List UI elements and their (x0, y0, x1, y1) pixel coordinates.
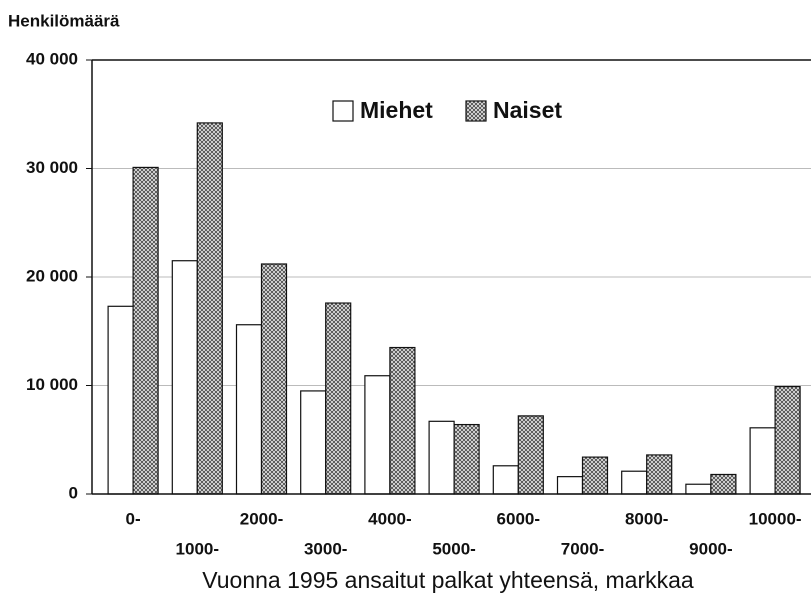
bar (260, 263, 288, 495)
bar (389, 346, 416, 495)
bar (300, 390, 327, 495)
bar (171, 260, 198, 495)
bar (235, 324, 263, 495)
x-tick-label: 0- (126, 509, 141, 528)
bar (196, 122, 223, 495)
legend-swatch (332, 100, 354, 122)
y-tick-label: 30 000 (26, 158, 78, 177)
bar (325, 302, 352, 495)
bar (492, 465, 519, 495)
bar (581, 456, 609, 495)
bar (621, 470, 648, 495)
bar (364, 375, 391, 495)
y-axis-label: Henkilömäärä (8, 11, 120, 30)
bar (517, 415, 544, 495)
bar (749, 427, 776, 495)
y-tick-label: 40 000 (26, 49, 78, 68)
legend-label: Naiset (493, 97, 562, 123)
bar (428, 420, 455, 495)
x-tick-label: 8000- (625, 509, 668, 528)
y-tick-label: 0 (69, 483, 78, 502)
y-tick-label: 20 000 (26, 266, 78, 285)
x-tick-label: 1000- (176, 539, 219, 558)
bar (685, 483, 712, 495)
bar (453, 423, 480, 495)
bar (556, 476, 584, 495)
bar (646, 454, 673, 495)
x-axis-label: Vuonna 1995 ansaitut palkat yhteensä, ma… (202, 567, 694, 593)
x-tick-label: 6000- (497, 509, 540, 528)
legend-label: Miehet (360, 97, 433, 123)
x-tick-label: 4000- (368, 509, 411, 528)
bar (710, 473, 737, 495)
x-tick-label: 10000- (749, 509, 802, 528)
x-tick-label: 7000- (561, 539, 604, 558)
x-tick-label: 3000- (304, 539, 347, 558)
bar (107, 305, 134, 495)
x-tick-label: 5000- (432, 539, 475, 558)
x-tick-label: 2000- (240, 509, 283, 528)
bar (132, 166, 159, 495)
legend-swatch (465, 100, 487, 122)
x-tick-label: 9000- (689, 539, 732, 558)
bar (774, 385, 801, 495)
y-tick-label: 10 000 (26, 375, 78, 394)
